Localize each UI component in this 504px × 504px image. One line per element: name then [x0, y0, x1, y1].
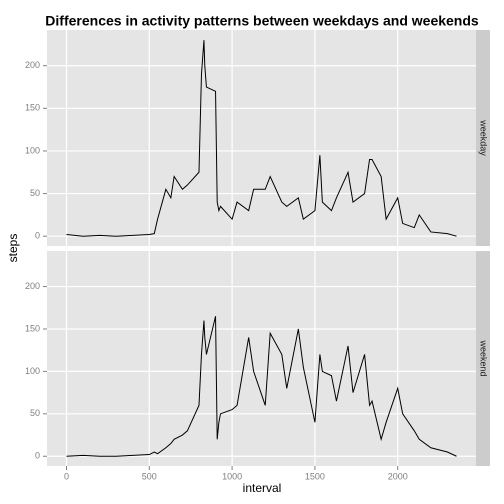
strip-label: weekend [479, 339, 489, 376]
y-tick-label: 0 [35, 451, 40, 461]
y-tick-label: 200 [25, 60, 40, 70]
x-tick-label: 0 [64, 471, 69, 481]
line [66, 40, 457, 237]
chart-title: Differences in activity patterns between… [45, 13, 479, 29]
x-tick-label: 1500 [305, 471, 325, 481]
y-tick-label: 100 [25, 145, 40, 155]
panel-background [47, 251, 476, 466]
y-tick-label: 150 [25, 323, 40, 333]
x-tick-label: 500 [142, 471, 157, 481]
y-tick-label: 50 [30, 408, 40, 418]
panel-background [47, 30, 476, 246]
y-tick-label: 100 [25, 366, 40, 376]
strip [476, 30, 490, 246]
x-tick-label: 1000 [222, 471, 242, 481]
y-tick-label: 50 [30, 188, 40, 198]
y-tick-label: 200 [25, 281, 40, 291]
line [66, 316, 457, 457]
y-axis-label: steps [6, 234, 20, 263]
x-tick-label: 2000 [388, 471, 408, 481]
strip-label: weekday [479, 119, 489, 156]
y-tick-label: 150 [25, 103, 40, 113]
strip [476, 251, 490, 466]
x-axis-label: interval [243, 481, 282, 495]
y-tick-label: 0 [35, 231, 40, 241]
